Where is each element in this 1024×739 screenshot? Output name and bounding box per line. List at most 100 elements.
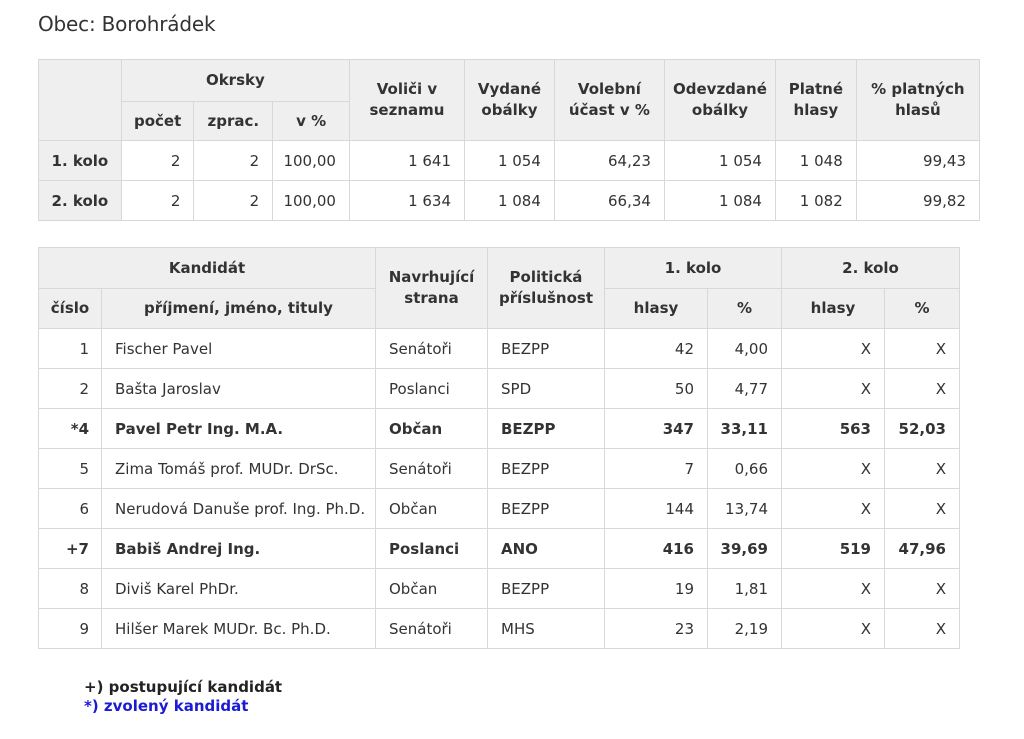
pocet-cell: 2 [120,140,195,181]
pct2-cell: X [884,488,960,529]
kolo2-header: 2. kolo [781,247,960,289]
pct-platnych-cell: 99,82 [855,180,981,221]
hlasy2-cell: 519 [781,528,885,569]
table-row-advancing: +7 Babiš Andrej Ing. Poslanci ANO 416 39… [38,528,960,569]
legend: +) postupující kandidát *) zvolený kandi… [84,678,282,716]
cislo-header: číslo [38,288,102,329]
strana-cell: Poslanci [375,528,488,569]
pct-platnych-cell: 99,43 [855,140,981,181]
table-row: 8 Diviš Karel PhDr. Občan BEZPP 19 1,81 … [38,568,960,609]
hlasy1-cell: 19 [604,568,708,609]
v-pct-header: v % [272,101,350,141]
hlasy1-header: hlasy [604,288,708,329]
pct2-cell: X [884,448,960,489]
hlasy2-cell: X [781,368,885,409]
hlasy2-cell: 563 [781,408,885,449]
platne-cell: 1 048 [774,140,857,181]
pocet-header: počet [120,101,195,141]
round-label: 2. kolo [38,180,122,221]
pct-platnych-header: % platných hlasů [855,59,981,141]
strana-cell: Senátoři [375,448,488,489]
volici-cell: 1 641 [348,140,466,181]
cislo-cell: 6 [38,488,102,529]
pct2-cell: 47,96 [884,528,960,569]
hlasy2-cell: X [781,328,885,369]
jmeno-cell: Nerudová Danuše prof. Ing. Ph.D. [101,488,376,529]
prislusnost-cell: BEZPP [487,328,605,369]
prislusnost-cell: BEZPP [487,568,605,609]
strana-cell: Senátoři [375,608,488,649]
pct1-header: % [707,288,782,329]
table-row: 9 Hilšer Marek MUDr. Bc. Ph.D. Senátoři … [38,608,960,649]
jmeno-cell: Hilšer Marek MUDr. Bc. Ph.D. [101,608,376,649]
prislusnost-cell: BEZPP [487,408,605,449]
pct2-cell: 52,03 [884,408,960,449]
prislusnost-cell: BEZPP [487,448,605,489]
pct2-cell: X [884,328,960,369]
cislo-cell: +7 [38,528,102,569]
okrsky-header: Okrsky [120,59,350,102]
hlasy1-cell: 50 [604,368,708,409]
platne-header: Platné hlasy [774,59,857,141]
hlasy1-cell: 23 [604,608,708,649]
jmeno-cell: Fischer Pavel [101,328,376,369]
vydane-header: Vydané obálky [464,59,555,141]
legend-advancing: +) postupující kandidát [84,678,283,696]
pct2-header: % [884,288,960,329]
hlasy2-cell: X [781,488,885,529]
vydane-cell: 1 054 [464,140,555,181]
hlasy2-cell: X [781,568,885,609]
pct1-cell: 1,81 [707,568,782,609]
zprac-header: zprac. [193,101,274,141]
pct2-cell: X [884,608,960,649]
jmeno-header: příjmení, jméno, tituly [101,288,376,329]
odevzdane-header: Odevzdané obálky [663,59,776,141]
strana-cell: Poslanci [375,368,488,409]
pct1-cell: 39,69 [707,528,782,569]
odevzdane-cell: 1 054 [663,140,776,181]
prislusnost-cell: SPD [487,368,605,409]
cislo-cell: 5 [38,448,102,489]
cislo-cell: 8 [38,568,102,609]
hlasy1-cell: 347 [604,408,708,449]
volici-header: Voliči v seznamu [348,59,466,141]
strana-cell: Občan [375,408,488,449]
jmeno-cell: Zima Tomáš prof. MUDr. DrSc. [101,448,376,489]
jmeno-cell: Bašta Jaroslav [101,368,376,409]
cislo-cell: 1 [38,328,102,369]
table-row: 2. kolo 2 2 100,00 1 634 1 084 66,34 1 0… [38,180,981,221]
turnout-corner-header [38,59,122,141]
hlasy1-cell: 144 [604,488,708,529]
volici-cell: 1 634 [348,180,466,221]
hlasy2-cell: X [781,448,885,489]
jmeno-cell: Pavel Petr Ing. M.A. [101,408,376,449]
prislusnost-cell: MHS [487,608,605,649]
cislo-cell: 9 [38,608,102,649]
v-pct-cell: 100,00 [272,140,350,181]
strana-header: Navrhující strana [375,247,488,329]
jmeno-cell: Babiš Andrej Ing. [101,528,376,569]
prislusnost-header: Politická příslušnost [487,247,605,329]
prislusnost-cell: ANO [487,528,605,569]
pct1-cell: 4,77 [707,368,782,409]
ucast-cell: 66,34 [553,180,665,221]
ucast-header: Volební účast v % [553,59,665,141]
v-pct-cell: 100,00 [272,180,350,221]
hlasy1-cell: 7 [604,448,708,489]
pct1-cell: 13,74 [707,488,782,529]
hlasy2-cell: X [781,608,885,649]
table-row-elected: *4 Pavel Petr Ing. M.A. Občan BEZPP 347 … [38,408,960,449]
cislo-cell: *4 [38,408,102,449]
hlasy1-cell: 416 [604,528,708,569]
pocet-cell: 2 [120,180,195,221]
platne-cell: 1 082 [774,180,857,221]
pct1-cell: 33,11 [707,408,782,449]
strana-cell: Občan [375,568,488,609]
kandidat-header: Kandidát [38,247,376,289]
zprac-cell: 2 [193,140,274,181]
legend-elected: *) zvolený kandidát [84,697,249,715]
prislusnost-cell: BEZPP [487,488,605,529]
table-row: 2 Bašta Jaroslav Poslanci SPD 50 4,77 X … [38,368,960,409]
table-row: 5 Zima Tomáš prof. MUDr. DrSc. Senátoři … [38,448,960,489]
pct2-cell: X [884,368,960,409]
